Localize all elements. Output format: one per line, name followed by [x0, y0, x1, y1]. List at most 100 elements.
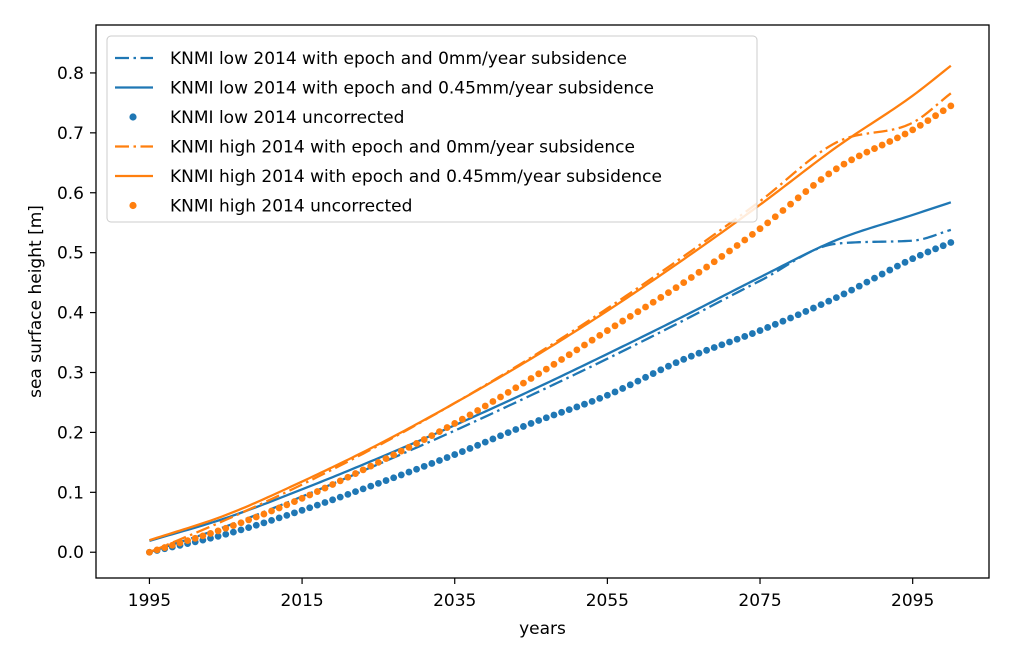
point-knmi-high-2014-uncorrected-2004: [214, 527, 222, 535]
point-knmi-high-2014-uncorrected-2000: [184, 537, 191, 545]
legend-label-knmi-high-2014-uncorrected: KNMI high 2014 uncorrected: [170, 197, 412, 217]
legend-box: [106, 35, 758, 223]
point-knmi-low-2014-uncorrected-2035: [451, 451, 459, 458]
point-knmi-high-2014-uncorrected-2076: [764, 219, 772, 227]
point-knmi-low-2014-uncorrected-2007: [237, 526, 245, 534]
point-knmi-low-2014-uncorrected-2036: [458, 448, 466, 455]
point-knmi-low-2014-uncorrected-2014: [291, 509, 298, 517]
point-knmi-high-2014-uncorrected-2100: [947, 102, 955, 110]
point-knmi-high-2014-uncorrected-2051: [573, 346, 581, 354]
point-knmi-high-2014-uncorrected-2057: [619, 317, 627, 325]
point-knmi-high-2014-uncorrected-2021: [344, 473, 352, 481]
point-knmi-low-2014-uncorrected-2017: [313, 501, 321, 509]
point-knmi-low-2014-uncorrected-2052: [581, 400, 588, 408]
point-knmi-high-2014-uncorrected-2094: [901, 130, 909, 138]
point-knmi-high-2014-uncorrected-2066: [687, 274, 695, 281]
point-knmi-low-2014-uncorrected-2048: [550, 411, 558, 419]
point-knmi-low-2014-uncorrected-2062: [657, 366, 665, 374]
x-tick-label-2055: 2055: [586, 591, 629, 611]
point-knmi-low-2014-uncorrected-2095: [909, 255, 917, 263]
point-knmi-high-2014-uncorrected-1998: [168, 541, 176, 549]
point-knmi-high-2014-uncorrected-2034: [443, 424, 451, 431]
point-knmi-low-2014-uncorrected-2070: [718, 341, 726, 349]
point-knmi-high-2014-uncorrected-2020: [336, 477, 344, 485]
series-line-knmi-high-2014-with-epoch-and-0-45mm-year-subsidence: [149, 64, 952, 542]
point-knmi-low-2014-uncorrected-2076: [764, 324, 772, 331]
point-knmi-low-2014-uncorrected-2060: [642, 373, 649, 381]
point-knmi-high-2014-uncorrected-2041: [497, 393, 504, 401]
point-knmi-high-2014-uncorrected-2028: [397, 447, 405, 455]
point-knmi-high-2014-uncorrected-2088: [855, 152, 863, 160]
point-knmi-high-2014-uncorrected-2055: [603, 327, 611, 334]
point-knmi-high-2014-uncorrected-2039: [481, 402, 489, 410]
point-knmi-low-2014-uncorrected-2031: [420, 462, 428, 470]
point-knmi-high-2014-uncorrected-2026: [382, 455, 390, 463]
series-knmi-low-2014-uncorrected: [146, 239, 955, 556]
point-knmi-high-2014-uncorrected-2027: [390, 451, 398, 459]
point-knmi-low-2014-uncorrected-2023: [359, 485, 367, 493]
point-knmi-high-2014-uncorrected-2048: [550, 360, 558, 368]
point-knmi-high-2014-uncorrected-2022: [352, 470, 359, 477]
point-knmi-low-2014-uncorrected-2089: [863, 278, 871, 286]
point-knmi-low-2014-uncorrected-2063: [665, 362, 672, 370]
series-knmi-high-2014-uncorrected: [146, 102, 955, 556]
point-knmi-low-2014-uncorrected-2046: [535, 417, 543, 424]
legend-entry-knmi-high-2014-uncorrected: KNMI high 2014 uncorrected: [129, 197, 412, 217]
point-knmi-low-2014-uncorrected-2096: [916, 251, 924, 259]
point-knmi-low-2014-uncorrected-2043: [512, 426, 520, 433]
point-knmi-high-2014-uncorrected-2073: [741, 236, 749, 244]
plot-frame: [95, 24, 990, 579]
point-knmi-low-2014-uncorrected-2086: [840, 290, 848, 298]
point-knmi-high-2014-uncorrected-2006: [229, 522, 237, 529]
point-knmi-high-2014-uncorrected-2042: [504, 388, 512, 396]
legend-label-knmi-low-2014-uncorrected: KNMI low 2014 uncorrected: [170, 108, 404, 128]
point-knmi-low-2014-uncorrected-2079: [787, 314, 794, 322]
y-axis-label: sea surface height [m]: [26, 205, 46, 398]
point-knmi-low-2014-uncorrected-2042: [504, 429, 512, 437]
point-knmi-low-2014-uncorrected-2085: [832, 294, 840, 302]
point-knmi-high-2014-uncorrected-1997: [161, 544, 169, 551]
point-knmi-low-2014-uncorrected-2012: [275, 514, 283, 522]
point-knmi-high-2014-uncorrected-2059: [634, 308, 642, 316]
point-knmi-high-2014-uncorrected-2065: [680, 279, 688, 287]
point-knmi-low-2014-uncorrected-2094: [901, 258, 909, 266]
point-knmi-high-2014-uncorrected-2090: [871, 145, 878, 152]
y-tick-label-5: 0.5: [57, 244, 84, 264]
point-knmi-high-2014-uncorrected-2074: [748, 230, 756, 238]
point-knmi-high-2014-uncorrected-2072: [733, 242, 741, 249]
point-knmi-high-2014-uncorrected-2095: [909, 126, 917, 134]
point-knmi-low-2014-uncorrected-2056: [611, 388, 619, 396]
y-tick-label-4: 0.4: [57, 304, 84, 324]
point-knmi-high-2014-uncorrected-2049: [558, 356, 565, 363]
point-knmi-high-2014-uncorrected-2035: [451, 420, 459, 427]
point-knmi-high-2014-uncorrected-2084: [825, 170, 833, 178]
point-knmi-low-2014-uncorrected-2004: [214, 532, 222, 540]
legend: KNMI low 2014 with epoch and 0mm/year su…: [106, 35, 758, 223]
point-knmi-low-2014-uncorrected-2053: [588, 397, 596, 405]
legend-entry-knmi-low-2014-uncorrected: KNMI low 2014 uncorrected: [129, 108, 404, 128]
point-knmi-high-2014-uncorrected-2023: [359, 466, 367, 474]
x-axis-label: years: [519, 619, 566, 639]
point-knmi-high-2014-uncorrected-2064: [672, 284, 680, 292]
point-knmi-low-2014-uncorrected-2054: [596, 394, 604, 402]
point-knmi-high-2014-uncorrected-2080: [794, 194, 802, 202]
point-knmi-low-2014-uncorrected-2019: [329, 496, 337, 504]
point-knmi-high-2014-uncorrected-2024: [367, 462, 375, 470]
plot-series-layer: [146, 64, 955, 556]
point-knmi-high-2014-uncorrected-2093: [894, 134, 901, 142]
point-knmi-high-2014-uncorrected-2009: [252, 513, 260, 521]
point-knmi-high-2014-uncorrected-2008: [245, 516, 253, 524]
point-knmi-high-2014-uncorrected-2085: [832, 165, 840, 173]
point-knmi-high-2014-uncorrected-2086: [840, 160, 848, 168]
legend-marker-knmi-high-2014-uncorrected: [129, 201, 137, 210]
point-knmi-high-2014-uncorrected-1996: [153, 546, 161, 554]
point-knmi-low-2014-uncorrected-2013: [283, 511, 291, 519]
legend-entry-knmi-high-2014-with-epoch-and-0-45mm-year-subsidence: KNMI high 2014 with epoch and 0.45mm/yea…: [115, 167, 662, 187]
point-knmi-high-2014-uncorrected-2082: [810, 182, 817, 189]
point-knmi-low-2014-uncorrected-2092: [886, 266, 894, 274]
point-knmi-low-2014-uncorrected-2097: [924, 248, 932, 256]
point-knmi-low-2014-uncorrected-2059: [634, 377, 642, 385]
x-tick-label-2035: 2035: [433, 591, 476, 611]
